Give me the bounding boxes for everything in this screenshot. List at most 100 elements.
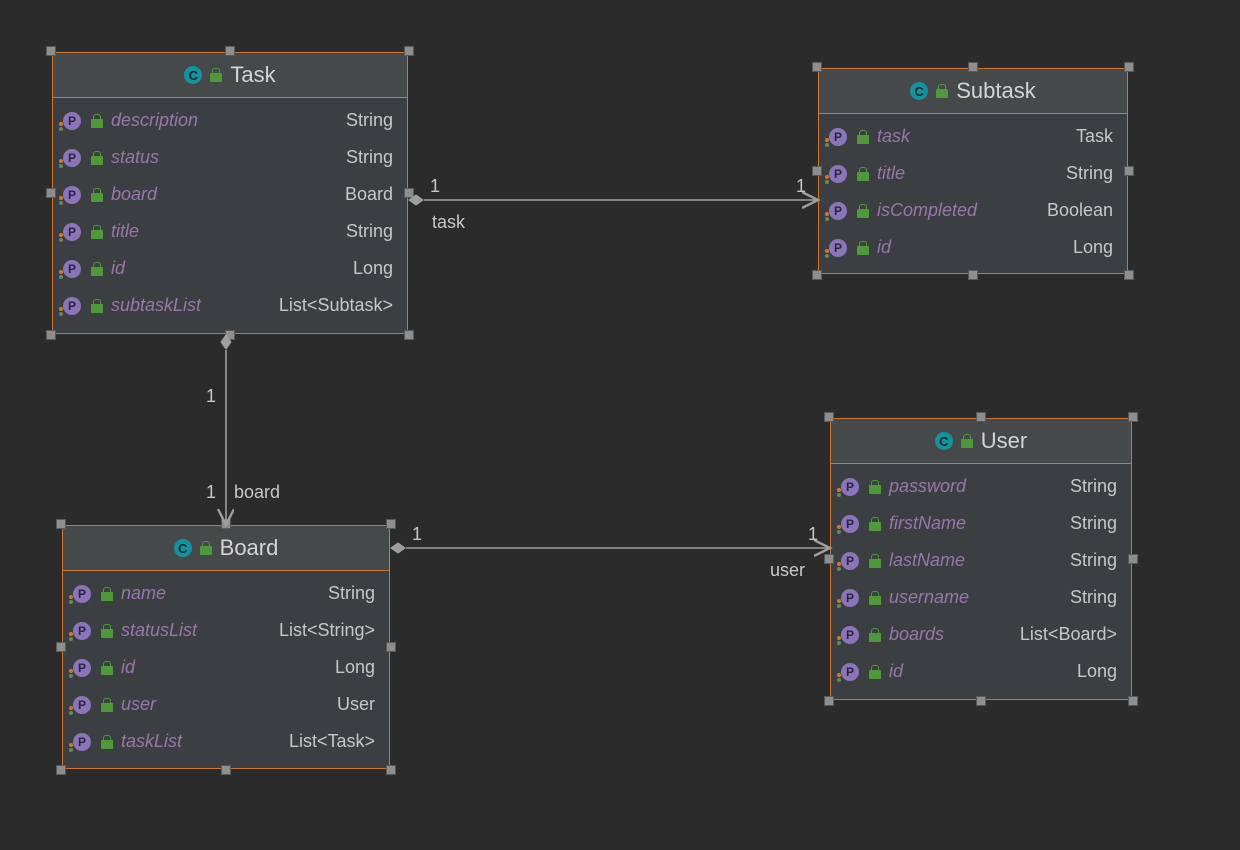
property-type: String: [1056, 510, 1117, 537]
property-type: String: [1056, 547, 1117, 574]
lock-icon: [857, 130, 869, 144]
lock-icon: [91, 151, 103, 165]
property-name: username: [889, 584, 969, 611]
entity-body: PpasswordStringPfirstName StringPlastName…: [831, 464, 1131, 696]
entity-user[interactable]: CUserPpasswordStringPfirstNameStringPlas…: [830, 418, 1132, 700]
property-name: user: [121, 691, 156, 718]
property-name: id: [121, 654, 135, 681]
property-row[interactable]: PstatusListList<String>: [63, 612, 389, 649]
property-row[interactable]: PidLong: [831, 653, 1131, 690]
property-row[interactable]: PtaskTask: [819, 118, 1127, 155]
resize-handle-bl[interactable]: [56, 765, 66, 775]
property-row[interactable]: PusernameString: [831, 579, 1131, 616]
relation-label: user: [770, 560, 805, 580]
property-name: title: [877, 160, 905, 187]
property-type: Long: [321, 654, 375, 681]
resize-handle-bm[interactable]: [976, 696, 986, 706]
property-row[interactable]: PtitleString: [819, 155, 1127, 192]
property-icon: P: [829, 128, 847, 146]
property-name: firstName: [889, 510, 966, 537]
resize-handle-bl[interactable]: [824, 696, 834, 706]
property-row[interactable]: PtaskListList<Task>: [63, 723, 389, 760]
property-icon: P: [73, 659, 91, 677]
property-type: Board: [331, 181, 393, 208]
property-row[interactable]: Pboard Board: [53, 176, 407, 213]
entity-subtask[interactable]: CSubtaskPtaskTaskPtitleStringPisComplete…: [818, 68, 1128, 274]
property-row[interactable]: PisCompletedBoolean: [819, 192, 1127, 229]
lock-icon: [91, 188, 103, 202]
lock-icon: [857, 241, 869, 255]
entity-header[interactable]: CSubtask: [819, 69, 1127, 114]
property-row[interactable]: PnameString: [63, 575, 389, 612]
resize-handle-bl[interactable]: [46, 330, 56, 340]
class-icon: C: [184, 66, 202, 84]
entity-body: PtaskTaskPtitleStringPisCompletedBoolean…: [819, 114, 1127, 272]
entity-task[interactable]: CTaskPdescriptionStringPstatusStringPboa…: [52, 52, 408, 334]
property-name: isCompleted: [877, 197, 977, 224]
diagram-canvas[interactable]: CTaskPdescriptionStringPstatusStringPboa…: [0, 0, 1240, 850]
resize-handle-br[interactable]: [404, 330, 414, 340]
resize-handle-br[interactable]: [1128, 696, 1138, 706]
lock-icon: [101, 661, 113, 675]
lock-icon: [91, 114, 103, 128]
property-row[interactable]: PdescriptionString: [53, 102, 407, 139]
lock-icon: [91, 225, 103, 239]
property-name: password: [889, 473, 966, 500]
property-row[interactable]: PpasswordString: [831, 468, 1131, 505]
entity-title: Task: [230, 62, 275, 88]
lock-icon: [101, 624, 113, 638]
property-row[interactable]: PfirstName String: [831, 505, 1131, 542]
property-icon: P: [63, 223, 81, 241]
multiplicity-label: 1: [412, 524, 422, 544]
class-icon: C: [935, 432, 953, 450]
property-icon: P: [63, 297, 81, 315]
multiplicity-label: 1: [206, 482, 216, 502]
class-icon: C: [174, 539, 192, 557]
property-icon: P: [841, 515, 859, 533]
property-row[interactable]: PstatusString: [53, 139, 407, 176]
property-row[interactable]: PboardsList<Board>: [831, 616, 1131, 653]
entity-title: Board: [220, 535, 279, 561]
property-icon: P: [829, 202, 847, 220]
property-name: taskList: [121, 728, 182, 755]
property-row[interactable]: PsubtaskListList<Subtask>: [53, 287, 407, 324]
resize-handle-bm[interactable]: [225, 330, 235, 340]
property-name: status: [111, 144, 159, 171]
relation-label: board: [234, 482, 280, 502]
resize-handle-br[interactable]: [386, 765, 396, 775]
property-name: lastName: [889, 547, 965, 574]
diamond-end-icon: [408, 194, 424, 205]
property-name: subtaskList: [111, 292, 201, 319]
property-type: Long: [1063, 658, 1117, 685]
lock-icon: [857, 204, 869, 218]
entity-header[interactable]: C Board: [63, 526, 389, 571]
entity-header[interactable]: CUser: [831, 419, 1131, 464]
property-icon: P: [63, 186, 81, 204]
property-icon: P: [63, 112, 81, 130]
multiplicity-label: 1: [808, 524, 818, 544]
property-row[interactable]: Ptitle String: [53, 213, 407, 250]
property-icon: P: [829, 239, 847, 257]
entity-header[interactable]: C Task: [53, 53, 407, 98]
lock-icon: [869, 517, 881, 531]
resize-handle-bm[interactable]: [221, 765, 231, 775]
property-name: board: [111, 181, 157, 208]
property-name: title: [111, 218, 139, 245]
property-name: id: [877, 234, 891, 261]
lock-icon: [210, 68, 222, 82]
lock-icon: [869, 554, 881, 568]
property-row[interactable]: PuserUser: [63, 686, 389, 723]
lock-icon: [869, 480, 881, 494]
property-row[interactable]: PlastNameString: [831, 542, 1131, 579]
property-row[interactable]: Pid Long: [819, 229, 1127, 266]
property-type: String: [1056, 584, 1117, 611]
property-icon: P: [63, 260, 81, 278]
property-type: List<Task>: [275, 728, 375, 755]
property-icon: P: [73, 622, 91, 640]
property-row[interactable]: Pid Long: [63, 649, 389, 686]
multiplicity-label: 1: [430, 176, 440, 196]
property-type: String: [332, 218, 393, 245]
property-row[interactable]: PidLong: [53, 250, 407, 287]
entity-board[interactable]: C Board PnameStringPstatusListList<String>…: [62, 525, 390, 769]
property-type: Long: [1059, 234, 1113, 261]
